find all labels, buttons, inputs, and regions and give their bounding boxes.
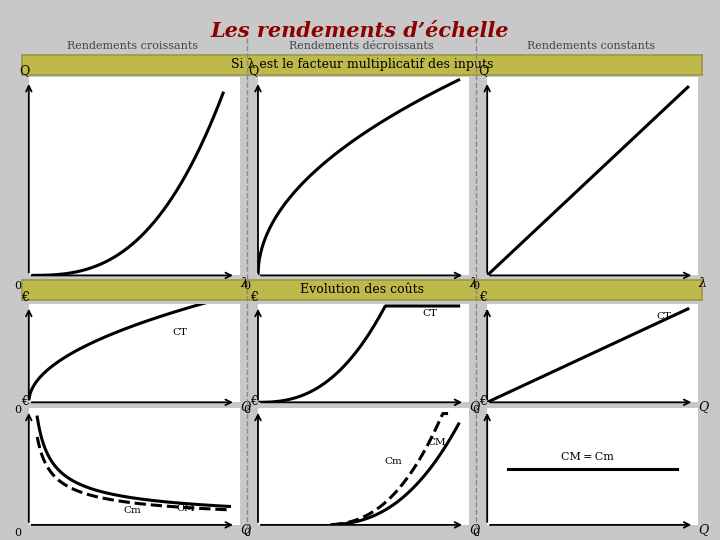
Text: λ: λ (240, 277, 248, 290)
Text: €: € (479, 395, 487, 408)
Text: Si λ est le facteur multiplicatif des inputs: Si λ est le facteur multiplicatif des in… (230, 58, 493, 71)
Text: Q: Q (698, 523, 708, 536)
Text: 0: 0 (14, 281, 22, 292)
Text: Cm: Cm (384, 457, 402, 466)
Text: CM: CM (176, 504, 195, 513)
Text: 0: 0 (473, 281, 480, 292)
Text: €: € (479, 291, 487, 304)
Text: Les rendements d’échelle: Les rendements d’échelle (211, 21, 509, 40)
Text: CT: CT (172, 328, 187, 338)
Text: 0: 0 (243, 281, 251, 292)
Text: λ: λ (469, 277, 477, 290)
Text: Evolution des coûts: Evolution des coûts (300, 283, 424, 296)
Text: 0: 0 (243, 405, 251, 415)
Text: Rendements croissants: Rendements croissants (67, 41, 198, 51)
Text: 0: 0 (473, 529, 480, 538)
Text: 0: 0 (243, 529, 251, 538)
Text: Q: Q (248, 64, 259, 77)
Text: Q: Q (240, 523, 251, 536)
Text: Q: Q (469, 523, 480, 536)
Text: €: € (250, 291, 258, 304)
Text: CM: CM (427, 438, 446, 447)
Text: 0: 0 (473, 405, 480, 415)
Text: Rendements décroissants: Rendements décroissants (289, 41, 434, 51)
Text: 0: 0 (14, 405, 22, 415)
Text: Q: Q (19, 64, 30, 77)
Text: Q: Q (478, 64, 488, 77)
Text: CM = Cm: CM = Cm (561, 453, 614, 462)
Text: €: € (21, 395, 29, 408)
Text: CT: CT (423, 309, 438, 318)
Text: CT: CT (656, 312, 671, 321)
Text: Q: Q (469, 400, 480, 413)
Text: Rendements constants: Rendements constants (527, 41, 655, 51)
Text: 0: 0 (14, 529, 22, 538)
Text: €: € (250, 395, 258, 408)
Text: Cm: Cm (124, 506, 142, 515)
Text: €: € (21, 291, 29, 304)
Text: Q: Q (698, 400, 708, 413)
Text: Q: Q (240, 400, 251, 413)
Text: λ: λ (698, 277, 706, 290)
